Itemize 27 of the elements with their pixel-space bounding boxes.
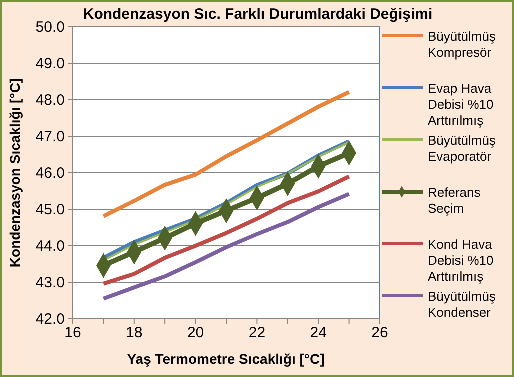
y-tick-label: 44.0 — [36, 238, 65, 255]
x-tick-label: 26 — [372, 324, 388, 342]
x-tick-label: 18 — [126, 324, 143, 342]
x-tick-label: 16 — [64, 324, 82, 342]
legend-label: Kond Hava Debisi %10 Arttırılmış — [428, 237, 494, 284]
legend-label: Büyütülmüş Kondenser — [428, 289, 496, 320]
y-tick-label: 46.0 — [36, 164, 65, 182]
x-tick-label: 24 — [310, 324, 327, 342]
y-tick-label: 47.0 — [36, 128, 65, 146]
x-tick-label: 20 — [187, 324, 204, 342]
legend-label: Evap Hava Debisi %10 Arttırılmış — [428, 81, 494, 128]
legend-label: Büyütülmüş Evaporatör — [428, 133, 496, 164]
y-tick-label: 50.0 — [36, 18, 65, 36]
x-axis-title: Yaş Termometre Sıcaklığı [°C] — [127, 351, 325, 367]
y-tick-label: 45.0 — [36, 201, 65, 218]
line-series — [102, 174, 352, 286]
line-series — [102, 90, 352, 218]
legend-label: Büyütülmüş Kompresör — [428, 29, 496, 60]
x-tick-label: 22 — [248, 324, 266, 342]
y-axis-title: Kondenzasyon Sıcaklığı [°C] — [7, 78, 23, 268]
legend-label: Referans Seçim — [428, 185, 482, 216]
y-tick-label: 42.0 — [36, 310, 65, 328]
y-tick-label: 49.0 — [36, 55, 65, 72]
chart-title: Kondenzasyon Sıc. Farklı Durumlardaki Değişimi — [83, 6, 433, 23]
y-tick-label: 48.0 — [36, 92, 65, 109]
line-series — [102, 192, 352, 301]
y-tick-label: 43.0 — [36, 274, 65, 292]
